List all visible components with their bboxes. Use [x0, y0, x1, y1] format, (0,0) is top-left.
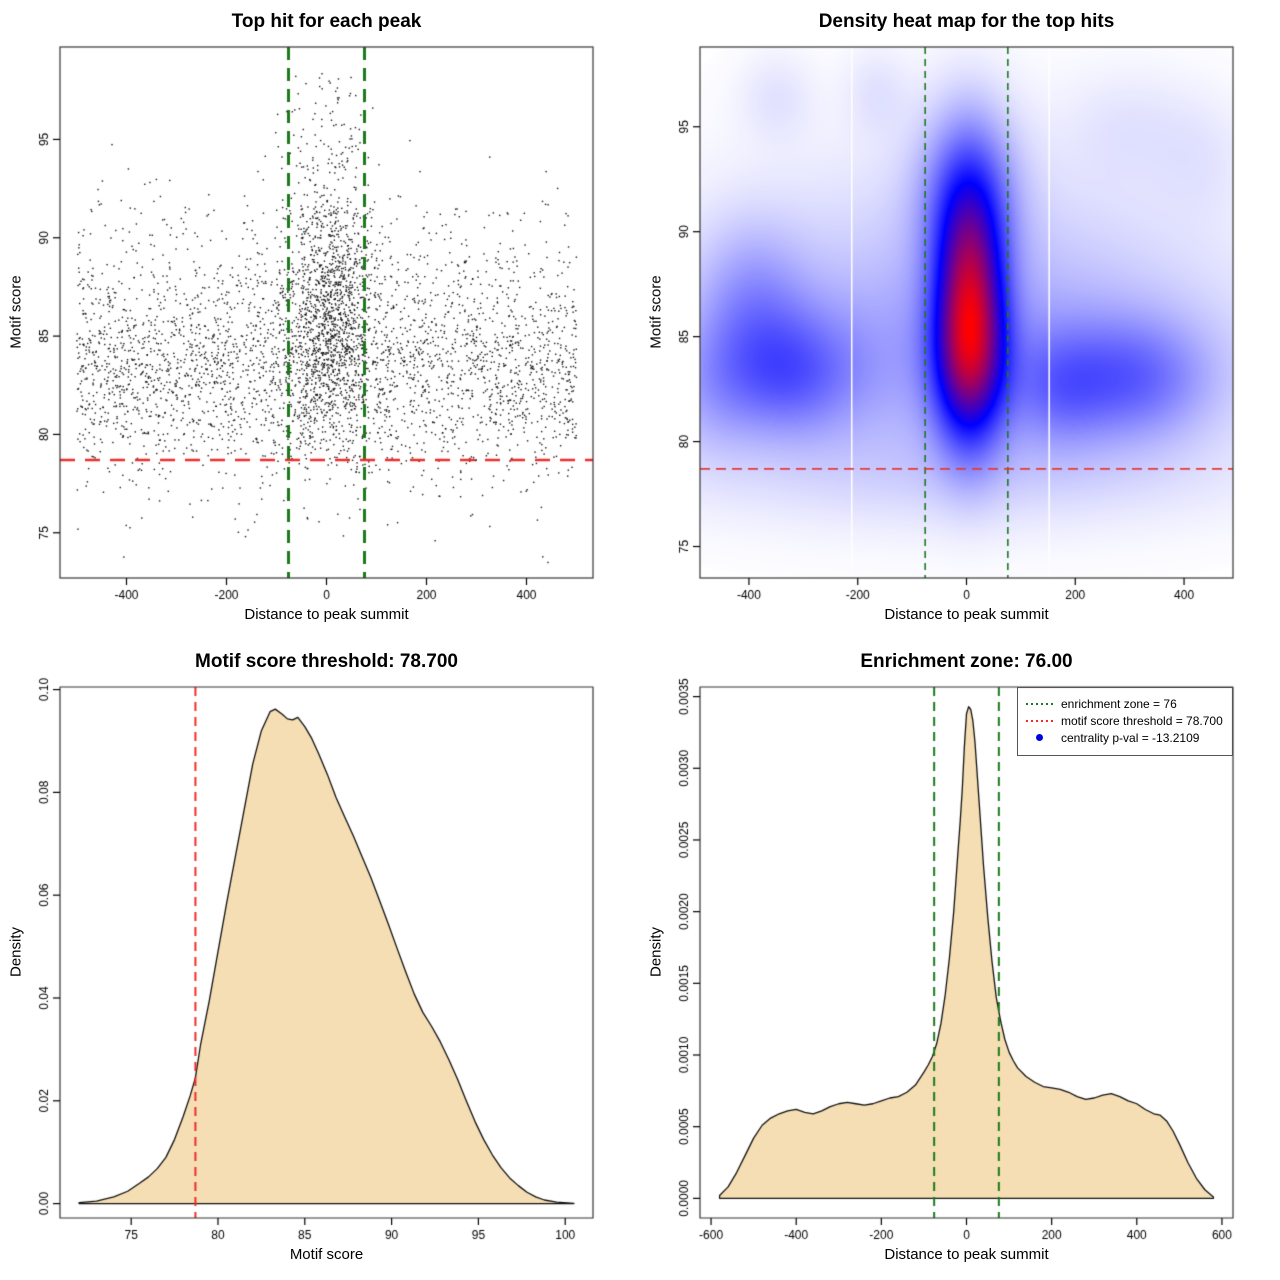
- distance-density-canvas: [640, 640, 1280, 1280]
- scatter-ylabel: Motif score: [7, 275, 25, 349]
- scatter-title: Top hit for each peak: [231, 11, 422, 32]
- legend-dot: [1036, 734, 1043, 741]
- distance-density-xlabel: Distance to peak summit: [884, 1246, 1049, 1263]
- legend-item-enrichment-zone: enrichment zone = 76: [1026, 695, 1224, 712]
- dotted-line: [1026, 719, 1054, 722]
- panel-top-hit-scatter: Top hit for each peak Distance to peak s…: [0, 0, 640, 640]
- dotted-line-swatch-green: [1026, 699, 1054, 708]
- motif-density-canvas: [0, 640, 640, 1280]
- legend-item-centrality-pval: centrality p-val = -13.2109: [1026, 729, 1224, 746]
- heatmap-canvas: [640, 0, 1280, 640]
- scatter-plot-canvas: [0, 0, 640, 640]
- legend-label: enrichment zone = 76: [1061, 696, 1177, 711]
- heatmap-ylabel: Motif score: [647, 275, 665, 349]
- plot-legend: enrichment zone = 76 motif score thresho…: [1017, 687, 1233, 756]
- blue-dot-swatch: [1026, 733, 1054, 742]
- dotted-line-swatch-red: [1026, 716, 1054, 725]
- motif-density-title: Motif score threshold: 78.700: [195, 651, 458, 672]
- panel-distance-density: Enrichment zone: 76.00 Distance to peak …: [640, 640, 1280, 1280]
- panel-motif-score-density: Motif score threshold: 78.700 Motif scor…: [0, 640, 640, 1280]
- heatmap-xlabel: Distance to peak summit: [884, 606, 1049, 623]
- legend-label: motif score threshold = 78.700: [1061, 713, 1223, 728]
- dotted-line: [1026, 702, 1054, 705]
- motif-density-ylabel: Density: [7, 926, 25, 978]
- panel-density-heatmap: Density heat map for the top hits Distan…: [640, 0, 1280, 640]
- scatter-xlabel: Distance to peak summit: [244, 606, 409, 623]
- heatmap-title: Density heat map for the top hits: [818, 11, 1115, 32]
- motif-density-xlabel: Motif score: [289, 1246, 364, 1263]
- distance-density-title: Enrichment zone: 76.00: [860, 651, 1073, 672]
- legend-item-motif-threshold: motif score threshold = 78.700: [1026, 712, 1224, 729]
- distance-density-ylabel: Density: [647, 926, 665, 978]
- legend-label: centrality p-val = -13.2109: [1061, 730, 1200, 745]
